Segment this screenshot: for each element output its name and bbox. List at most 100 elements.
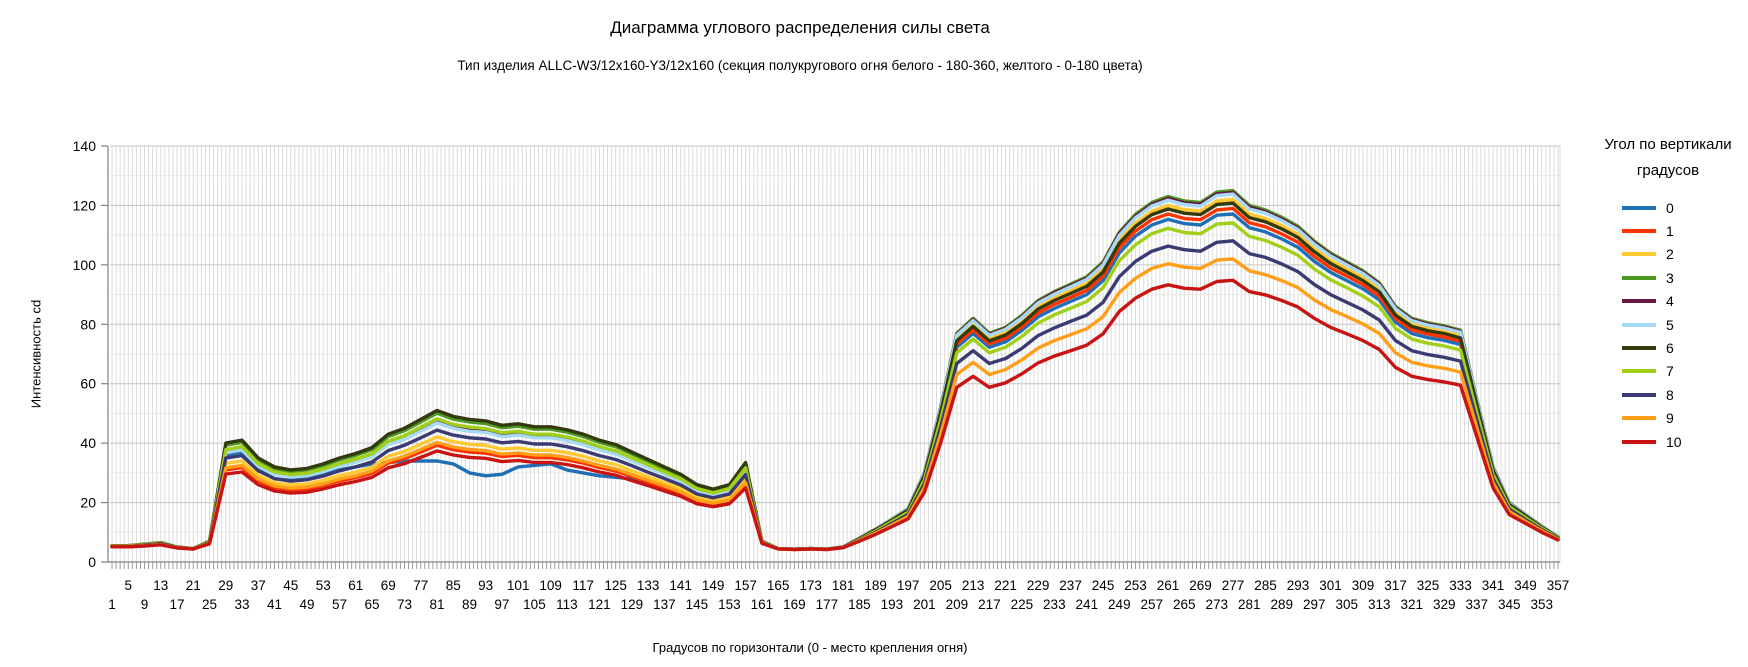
x-tick-label: 357 [1547, 578, 1570, 593]
legend-swatch-icon [1622, 346, 1656, 351]
y-tick-label: 80 [80, 316, 96, 332]
x-tick-label: 329 [1433, 597, 1456, 612]
x-tick-label: 205 [929, 578, 952, 593]
x-tick-label: 89 [462, 597, 477, 612]
legend-swatch-icon [1622, 392, 1656, 397]
x-tick-label: 141 [669, 578, 692, 593]
x-tick-label: 345 [1498, 597, 1521, 612]
x-tick-label: 185 [848, 597, 871, 612]
x-axis-ticks [111, 562, 1559, 569]
legend-item-1: 1 [1588, 219, 1748, 242]
legend-swatch-icon [1622, 252, 1656, 257]
legend-item-label: 2 [1666, 246, 1674, 263]
x-tick-label: 349 [1514, 578, 1537, 593]
x-tick-label: 81 [429, 597, 444, 612]
legend-item-label: 5 [1666, 316, 1674, 333]
legend-swatch-icon [1622, 275, 1656, 280]
x-tick-label: 37 [251, 578, 266, 593]
x-tick-label: 17 [170, 597, 185, 612]
y-tick-label: 0 [88, 554, 96, 570]
x-tick-label: 293 [1287, 578, 1310, 593]
series-lines [110, 188, 1560, 552]
x-tick-label: 97 [494, 597, 509, 612]
x-tick-label: 65 [364, 597, 379, 612]
x-tick-label: 309 [1352, 578, 1375, 593]
x-tick-label: 49 [299, 597, 314, 612]
x-tick-label: 245 [1092, 578, 1115, 593]
x-tick-label: 341 [1482, 578, 1505, 593]
legend-item-4: 4 [1588, 290, 1748, 313]
x-tick-label: 197 [897, 578, 920, 593]
x-tick-label: 133 [637, 578, 660, 593]
x-tick-label: 29 [218, 578, 233, 593]
x-tick-label: 229 [1027, 578, 1050, 593]
x-tick-label: 249 [1108, 597, 1131, 612]
legend-item-9: 9 [1588, 407, 1748, 430]
x-tick-label: 225 [1011, 597, 1034, 612]
x-tick-label: 297 [1303, 597, 1326, 612]
x-tick-label: 221 [994, 578, 1017, 593]
y-tick-label: 140 [73, 138, 97, 154]
legend-item-label: 6 [1666, 340, 1674, 357]
minor-horizontal-gridlines [110, 175, 1560, 533]
x-tick-label: 121 [588, 597, 611, 612]
x-tick-label: 289 [1271, 597, 1294, 612]
x-tick-label: 117 [572, 578, 594, 593]
x-tick-label: 233 [1043, 597, 1066, 612]
x-tick-label: 33 [234, 597, 249, 612]
legend-item-label: 7 [1666, 363, 1674, 380]
legend-item-label: 9 [1666, 410, 1674, 427]
y-tick-labels: 0 20 40 60 80 100 120 140 [73, 138, 97, 570]
x-tick-label: 61 [348, 578, 363, 593]
x-tick-label: 9 [141, 597, 149, 612]
x-tick-label: 73 [397, 597, 412, 612]
x-tick-label: 189 [864, 578, 887, 593]
y-tick-label: 20 [80, 495, 96, 511]
y-axis-ticks [101, 145, 108, 563]
legend-item-8: 8 [1588, 383, 1748, 406]
x-tick-label: 261 [1157, 578, 1180, 593]
y-tick-label: 100 [73, 257, 97, 273]
chart-title: Диаграмма углового распределения силы св… [610, 18, 990, 37]
x-tick-label: 57 [332, 597, 347, 612]
x-tick-label: 257 [1141, 597, 1164, 612]
x-tick-labels-row2: 1 9 17 25 33 41 49 57 65 73 81 89 97 105 113 121 129 137 1… [108, 597, 1553, 612]
x-tick-label: 109 [539, 578, 562, 593]
x-tick-label: 77 [413, 578, 428, 593]
x-tick-label: 193 [881, 597, 904, 612]
legend-item-label: 1 [1666, 223, 1674, 240]
x-tick-label: 5 [125, 578, 133, 593]
x-tick-label: 129 [621, 597, 644, 612]
chart-subtitle: Тип изделия ALLC-W3/12x160-Y3/12x160 (се… [457, 58, 1143, 73]
legend-items: 0 1 2 3 4 5 6 7 8 9 10 [1588, 196, 1748, 453]
x-tick-labels-row1: 5 13 21 29 37 45 53 61 69 77 85 93 101 109 117 125 133 14… [125, 578, 1570, 593]
x-tick-label: 145 [686, 597, 709, 612]
x-tick-label: 137 [653, 597, 676, 612]
x-tick-label: 313 [1368, 597, 1391, 612]
series-line-10 [110, 278, 1560, 552]
x-tick-label: 285 [1254, 578, 1277, 593]
x-axis-title: Градусов по горизонтали (0 - место крепл… [652, 640, 968, 655]
x-tick-label: 325 [1417, 578, 1440, 593]
legend-title: Угол по вертикали градусов [1588, 132, 1748, 184]
x-tick-label: 149 [702, 578, 725, 593]
legend-swatch-icon [1622, 416, 1656, 421]
legend-swatch-icon [1622, 299, 1656, 304]
legend-item-0: 0 [1588, 196, 1748, 219]
x-tick-label: 253 [1124, 578, 1147, 593]
x-tick-label: 101 [507, 578, 530, 593]
x-tick-label: 1 [108, 597, 116, 612]
x-tick-label: 157 [734, 578, 757, 593]
x-tick-label: 161 [751, 597, 774, 612]
legend-swatch-icon [1622, 369, 1656, 374]
x-tick-label: 25 [202, 597, 217, 612]
legend: Угол по вертикали градусов 0 1 2 3 4 5 6 7 8 9 10 [1588, 132, 1748, 453]
x-tick-label: 333 [1449, 578, 1472, 593]
x-tick-label: 125 [604, 578, 627, 593]
x-tick-label: 241 [1076, 597, 1099, 612]
x-tick-label: 353 [1530, 597, 1553, 612]
legend-item-10: 10 [1588, 430, 1748, 453]
legend-item-5: 5 [1588, 313, 1748, 336]
x-tick-label: 209 [946, 597, 969, 612]
